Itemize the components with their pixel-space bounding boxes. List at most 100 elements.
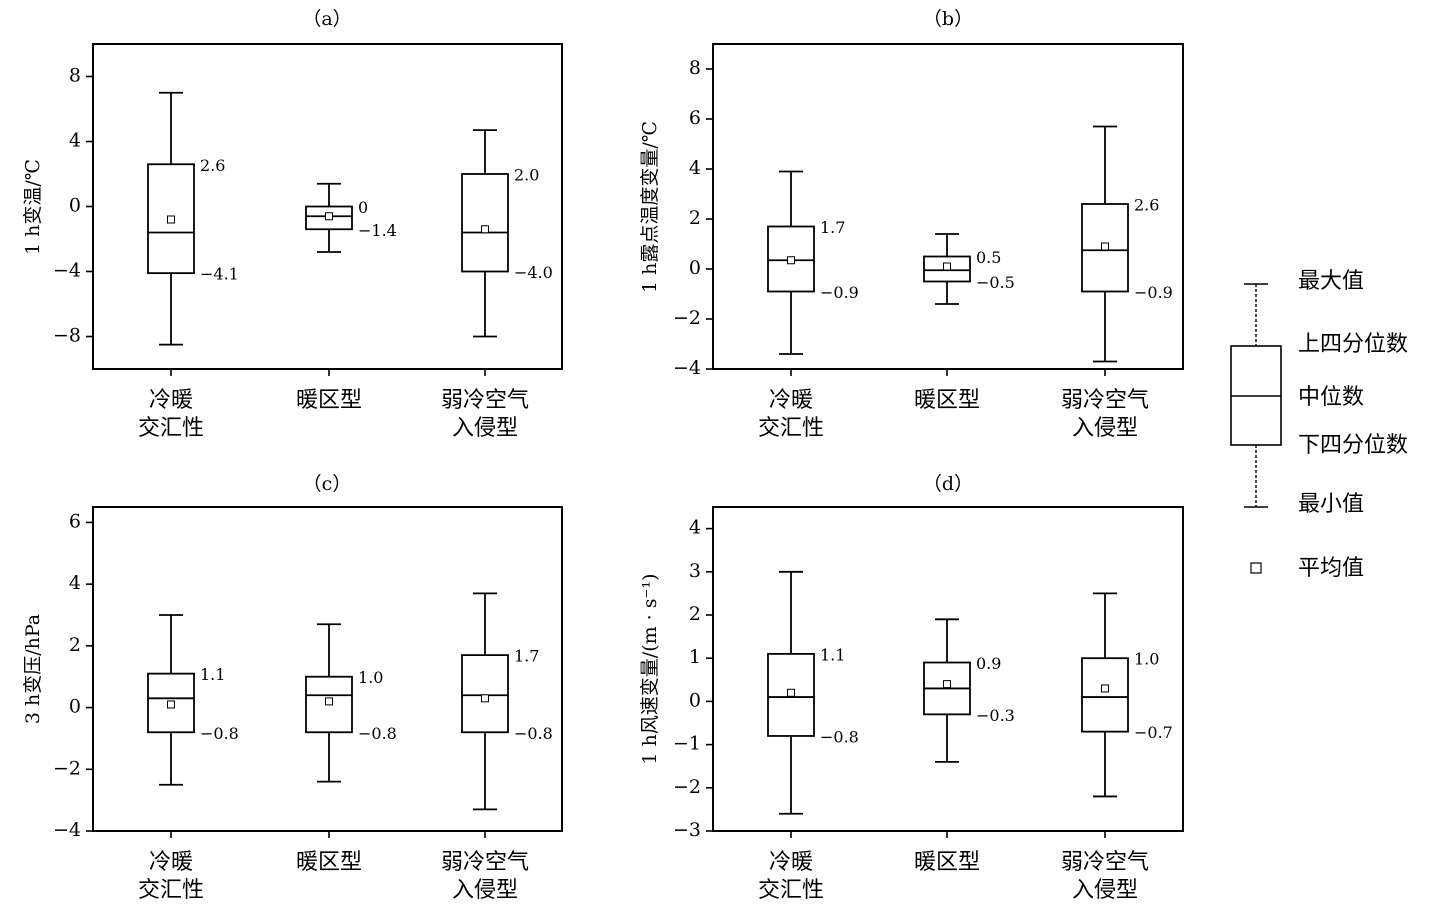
plot-frame bbox=[712, 506, 1184, 832]
y-tick-label: 2 bbox=[689, 207, 701, 229]
q1-label: −1.4 bbox=[358, 221, 397, 240]
q3-label: 1.0 bbox=[358, 668, 383, 687]
q3-label: 0.5 bbox=[976, 248, 1001, 267]
legend-max-label: 最大值 bbox=[1298, 269, 1364, 294]
q1-label: −0.8 bbox=[820, 727, 859, 746]
y-axis-label: 1 h风速变量/(m · s⁻¹) bbox=[639, 573, 661, 764]
y-tick-label: −4 bbox=[53, 260, 81, 282]
plot-frame bbox=[712, 43, 1184, 370]
y-tick-label: 3 bbox=[689, 560, 701, 582]
x-category-label: 入侵型 bbox=[452, 416, 518, 441]
panel-title: （b） bbox=[923, 8, 973, 30]
panel-title: （d） bbox=[923, 473, 973, 495]
box-2: 0 −1.4 bbox=[305, 182, 397, 253]
q1-label: −0.7 bbox=[1134, 723, 1173, 742]
mean-marker bbox=[481, 694, 489, 703]
y-tick-label: −2 bbox=[53, 757, 81, 779]
mean-marker bbox=[1101, 242, 1109, 251]
y-axis-label: 3 h变压/hPa bbox=[22, 614, 44, 724]
mean-marker bbox=[943, 680, 951, 689]
y-tick-label: −4 bbox=[53, 819, 81, 841]
x-category-label: 弱冷空气 bbox=[441, 850, 529, 875]
x-category-label: 弱冷空气 bbox=[441, 388, 529, 413]
x-category-label: 入侵型 bbox=[452, 878, 518, 903]
legend-mean-marker bbox=[1250, 562, 1262, 574]
x-category-label: 暖区型 bbox=[914, 850, 980, 875]
iqr-box bbox=[461, 654, 509, 734]
box-1: 1.1 −0.8 bbox=[767, 570, 859, 815]
box-2: 0.9 −0.3 bbox=[923, 618, 1015, 763]
q3-label: 1.0 bbox=[1134, 650, 1159, 669]
y-tick-label: 0 bbox=[689, 689, 701, 711]
legend-q1-label: 下四分位数 bbox=[1298, 433, 1408, 458]
mean-marker bbox=[167, 215, 175, 224]
x-category-label: 暖区型 bbox=[296, 388, 362, 413]
x-category-label: 交汇性 bbox=[758, 416, 824, 441]
q1-label: −0.8 bbox=[200, 724, 239, 743]
q3-label: 0.9 bbox=[976, 654, 1001, 673]
x-category-label: 交汇性 bbox=[758, 878, 824, 903]
q1-label: −0.3 bbox=[976, 706, 1015, 725]
y-tick-label: 4 bbox=[69, 572, 81, 594]
y-tick-label: −4 bbox=[673, 357, 701, 379]
x-category-label: 入侵型 bbox=[1072, 416, 1138, 441]
y-tick-label: −3 bbox=[673, 819, 701, 841]
q3-label: 1.1 bbox=[820, 645, 845, 664]
y-tick-label: 4 bbox=[689, 157, 701, 179]
q3-label: 0 bbox=[358, 198, 368, 217]
y-tick-label: 2 bbox=[689, 603, 701, 625]
y-axis-label: 1 h露点温度变量/℃ bbox=[639, 121, 661, 293]
iqr-box bbox=[923, 255, 971, 283]
q1-label: −0.5 bbox=[976, 273, 1015, 292]
legend-mean-label: 平均值 bbox=[1298, 556, 1364, 581]
q1-label: −0.8 bbox=[514, 724, 553, 743]
iqr-box bbox=[461, 173, 509, 273]
q3-label: 1.1 bbox=[200, 665, 225, 684]
y-tick-label: 4 bbox=[69, 130, 81, 152]
x-category-label: 入侵型 bbox=[1072, 878, 1138, 903]
q3-label: 1.7 bbox=[820, 218, 845, 237]
legend-q3-label: 上四分位数 bbox=[1298, 332, 1408, 357]
x-category-label: 冷暖 bbox=[149, 850, 193, 875]
y-tick-label: 6 bbox=[689, 107, 701, 129]
x-category-label: 冷暖 bbox=[769, 850, 813, 875]
y-tick-label: 8 bbox=[689, 57, 701, 79]
panel-title: （a） bbox=[302, 8, 351, 30]
y-axis-label: 1 h变温/℃ bbox=[22, 159, 44, 255]
y-tick-label: 0 bbox=[689, 257, 701, 279]
plot-frame bbox=[92, 506, 563, 832]
mean-marker bbox=[167, 700, 175, 709]
mean-marker bbox=[481, 225, 489, 234]
box-3: 1.0 −0.7 bbox=[1081, 592, 1173, 798]
q1-label: −0.8 bbox=[358, 724, 397, 743]
box-1: 1.7 −0.9 bbox=[767, 170, 859, 355]
y-tick-label: −2 bbox=[673, 776, 701, 798]
q3-label: 2.6 bbox=[200, 156, 225, 175]
y-tick-label: 0 bbox=[69, 195, 81, 217]
panel-title: （c） bbox=[303, 473, 352, 495]
x-category-label: 冷暖 bbox=[149, 388, 193, 413]
legend-min-label: 最小值 bbox=[1298, 492, 1364, 517]
y-tick-label: 1 bbox=[689, 646, 701, 668]
box-3: 1.7 −0.8 bbox=[461, 592, 553, 811]
box-2: 1.0 −0.8 bbox=[305, 623, 397, 783]
q1-label: −4.1 bbox=[200, 265, 239, 284]
box-1: 2.6 −4.1 bbox=[147, 91, 239, 346]
legend-median-label: 中位数 bbox=[1298, 385, 1364, 410]
q1-label: −0.9 bbox=[820, 283, 859, 302]
y-tick-label: −2 bbox=[673, 307, 701, 329]
x-category-label: 交汇性 bbox=[138, 878, 204, 903]
mean-marker bbox=[787, 688, 795, 697]
q3-label: 1.7 bbox=[514, 647, 539, 666]
y-tick-label: 6 bbox=[69, 510, 81, 532]
box-1: 1.1 −0.8 bbox=[147, 614, 239, 786]
x-category-label: 交汇性 bbox=[138, 416, 204, 441]
box-2: 0.5 −0.5 bbox=[923, 233, 1015, 305]
iqr-box bbox=[1081, 657, 1129, 733]
mean-marker bbox=[943, 262, 951, 271]
